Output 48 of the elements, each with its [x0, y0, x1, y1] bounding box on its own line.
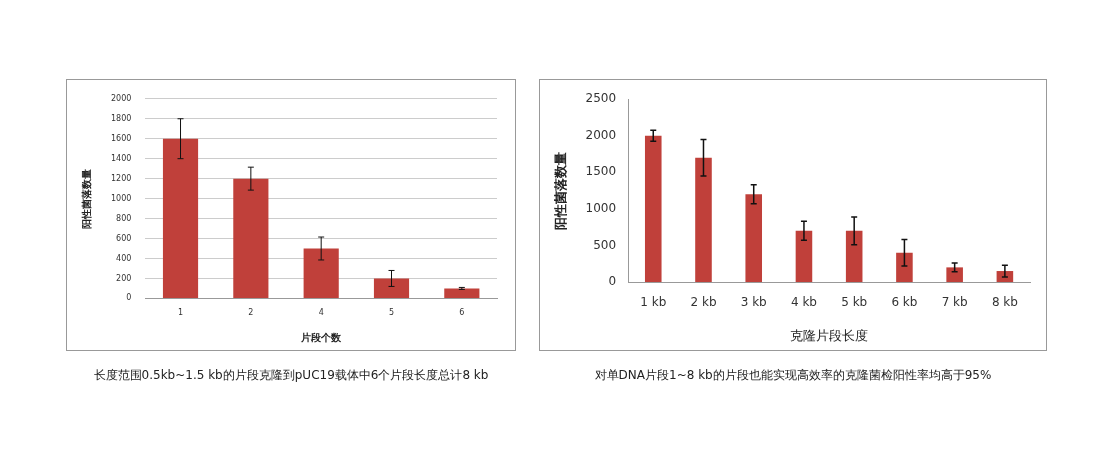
x-tick-label: 2	[248, 308, 254, 318]
y-tick-label: 2000	[111, 93, 132, 103]
y-tick-label: 1200	[111, 173, 132, 183]
y-tick-label: 1400	[111, 153, 132, 163]
bar	[162, 138, 199, 298]
y-tick-label: 1600	[111, 133, 132, 143]
x-axis-title: 克隆片段长度	[790, 327, 869, 343]
bar	[946, 267, 963, 282]
x-tick-label: 6 kb	[891, 295, 918, 310]
y-tick-label: 1800	[111, 113, 132, 123]
x-tick-label: 8 kb	[991, 295, 1018, 310]
bar	[795, 230, 813, 282]
text: 对单DNA片段1~8 kb的片段也能实现高效率的克隆菌检阳性率均高于95%	[593, 367, 993, 384]
bar	[896, 252, 913, 282]
x-tick-label: 3 kb	[740, 295, 767, 310]
y-tick-label: 0	[608, 274, 617, 289]
y-tick-label: 800	[116, 213, 132, 223]
y-tick-label: 200	[116, 273, 132, 283]
bar	[373, 278, 410, 298]
x-tick-label: 5	[388, 308, 395, 318]
bar	[303, 248, 339, 298]
y-axis-title: 阳性菌落数量	[553, 151, 569, 230]
bar	[695, 157, 712, 282]
text: 长度范围0.5kb~1.5 kb的片段克隆到pUC19载体中6个片段长度总计8 kb	[92, 367, 490, 384]
y-tick-label: 2500	[585, 91, 617, 106]
y-tick-label: 1000	[585, 201, 617, 216]
x-axis-title: 片段个数	[300, 331, 343, 343]
x-tick-label: 4	[318, 308, 324, 318]
bar	[745, 194, 763, 282]
x-tick-label: 2 kb	[690, 295, 717, 310]
bar	[845, 230, 863, 282]
y-tick-label: 600	[116, 233, 132, 243]
bar	[444, 288, 480, 298]
y-tick-label: 1500	[585, 164, 617, 179]
x-tick-label: 1	[177, 308, 184, 318]
x-tick-label: 5 kb	[841, 295, 868, 310]
y-tick-label: 0	[126, 293, 132, 303]
y-tick-label: 1000	[111, 193, 132, 203]
y-tick-label: 400	[116, 253, 132, 263]
y-tick-label: 2000	[585, 127, 617, 142]
x-tick-label: 1 kb	[640, 295, 667, 310]
y-tick-label: 500	[593, 237, 617, 252]
x-tick-label: 7 kb	[941, 295, 968, 310]
x-tick-label: 4 kb	[790, 295, 817, 310]
x-tick-label: 6	[459, 308, 465, 318]
y-axis-title: 阳性菌落数量	[80, 168, 92, 229]
bar	[233, 178, 269, 298]
bar	[644, 135, 662, 282]
